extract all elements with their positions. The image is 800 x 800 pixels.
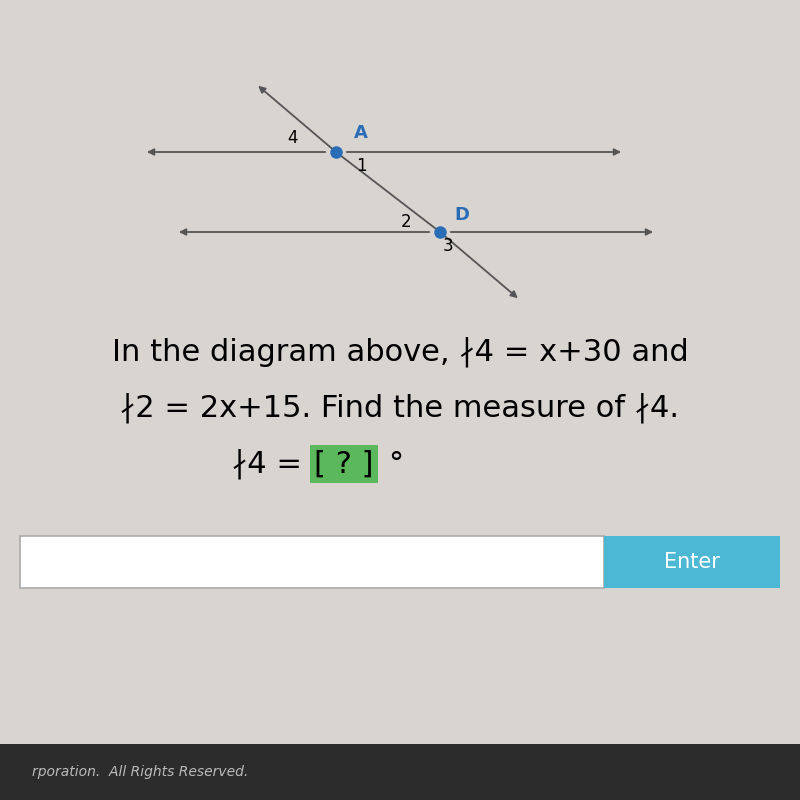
Text: [ ? ]: [ ? ] <box>314 450 374 478</box>
Text: ∤4 =: ∤4 = <box>232 449 312 479</box>
Text: 4: 4 <box>286 129 298 146</box>
Text: In the diagram above, ∤4 = x+30 and: In the diagram above, ∤4 = x+30 and <box>112 337 688 367</box>
Text: °: ° <box>388 450 403 478</box>
Text: A: A <box>354 124 367 142</box>
Text: Enter: Enter <box>664 552 720 572</box>
FancyBboxPatch shape <box>0 744 800 800</box>
Text: 1: 1 <box>356 158 367 175</box>
FancyBboxPatch shape <box>20 536 604 588</box>
FancyBboxPatch shape <box>604 536 780 588</box>
Text: 2: 2 <box>401 214 412 231</box>
Text: ∤2 = 2x+15. Find the measure of ∤4.: ∤2 = 2x+15. Find the measure of ∤4. <box>121 393 679 423</box>
Text: 3: 3 <box>442 238 454 255</box>
Text: D: D <box>454 206 470 224</box>
Text: rporation.  All Rights Reserved.: rporation. All Rights Reserved. <box>32 765 248 779</box>
